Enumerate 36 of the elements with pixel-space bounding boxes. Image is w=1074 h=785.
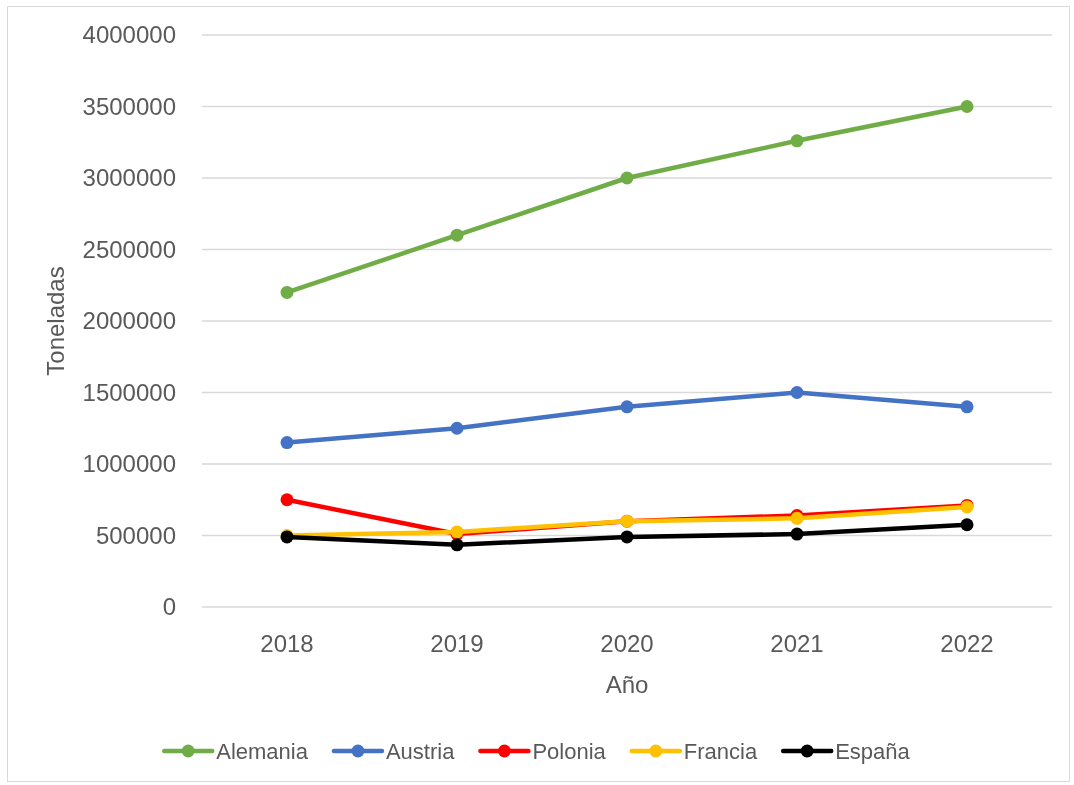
x-tick-label: 2018 (260, 630, 314, 657)
legend-label: Francia (683, 738, 758, 764)
y-tick-label: 4000000 (82, 21, 176, 49)
point (450, 421, 464, 435)
x-tick-label: 2022 (940, 630, 994, 657)
y-tick-label: 1500000 (82, 378, 176, 406)
y-tick-label: 3000000 (82, 164, 176, 192)
point (450, 538, 464, 552)
x-tick-label: 2019 (430, 630, 484, 657)
point (620, 530, 634, 544)
point (790, 527, 804, 541)
point (790, 386, 804, 399)
point (450, 228, 464, 242)
point (620, 171, 634, 185)
y-tick-label: 3500000 (82, 92, 176, 120)
point (790, 134, 804, 148)
x-tick-label: 2021 (770, 630, 824, 657)
y-axis-title: Toneladas (42, 266, 69, 376)
point (960, 100, 974, 113)
x-tick-label: 2020 (600, 630, 654, 657)
point (280, 285, 294, 299)
x-axis-title: Año (605, 671, 649, 698)
y-tick-label: 1000000 (82, 450, 176, 478)
legend-label: España (835, 738, 911, 764)
y-tick-label: 0 (162, 593, 176, 621)
point (620, 400, 634, 414)
legend-label: Alemania (216, 738, 309, 764)
point (280, 436, 294, 450)
y-tick-label: 2000000 (82, 307, 176, 335)
y-tick-label: 500000 (95, 521, 176, 549)
y-tick-label: 2500000 (82, 235, 176, 263)
point (280, 493, 294, 507)
point (960, 400, 974, 414)
legend-label: Austria (385, 738, 456, 764)
point (960, 518, 974, 532)
legend-label: Polonia (532, 738, 607, 764)
